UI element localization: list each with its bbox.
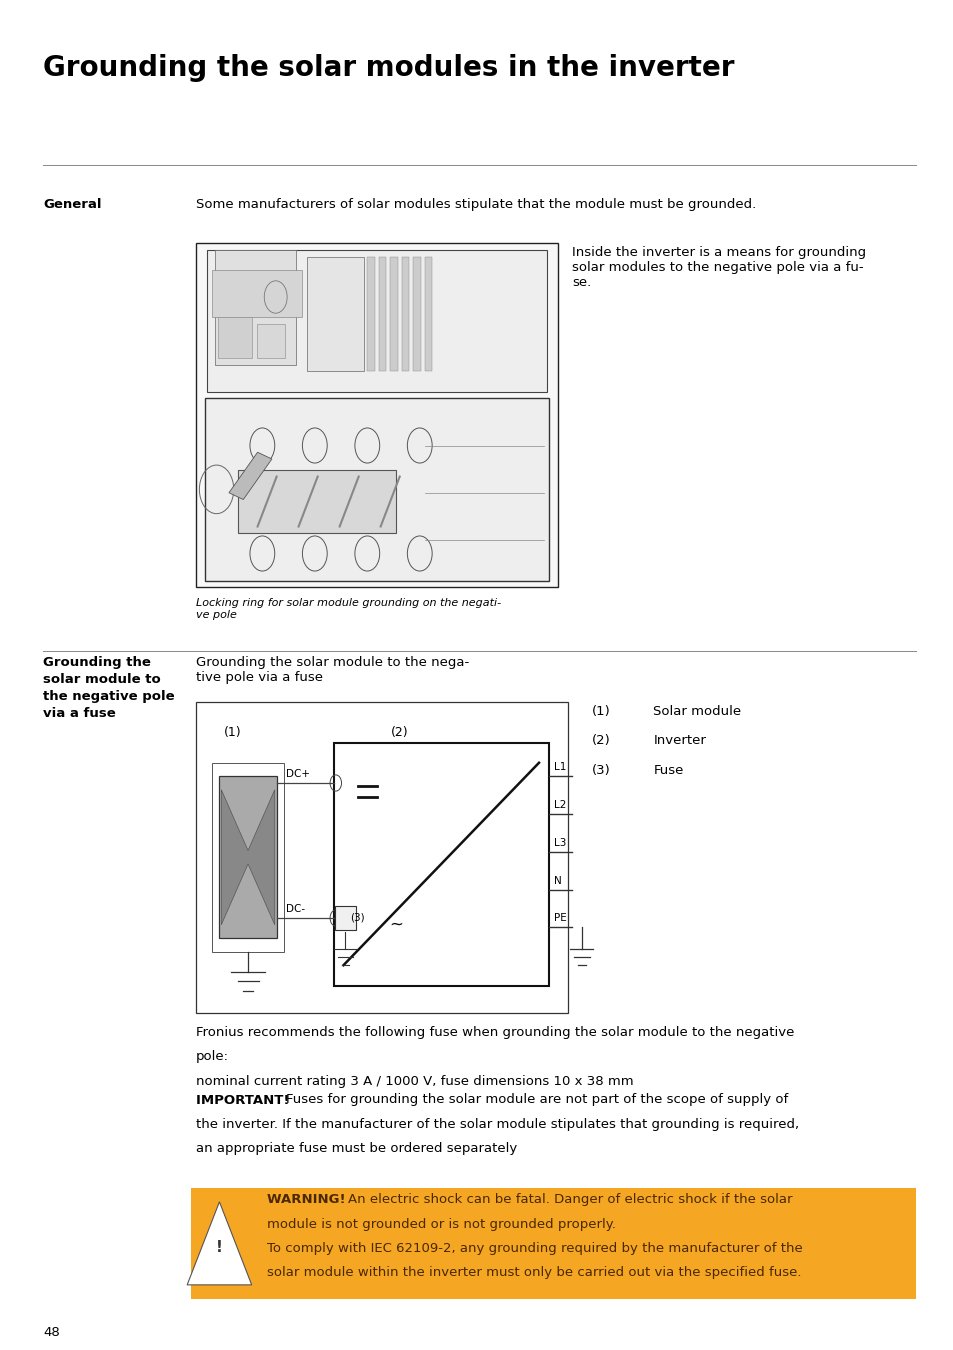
Text: DC-: DC- [286, 904, 305, 914]
Text: Solar module: Solar module [653, 705, 740, 718]
Bar [390, 256, 397, 371]
Text: (2): (2) [591, 734, 610, 748]
Text: IMPORTANT!: IMPORTANT! [195, 1094, 294, 1107]
Text: WARNING!: WARNING! [267, 1193, 350, 1207]
Text: Fuse: Fuse [653, 764, 683, 778]
Text: L3: L3 [554, 838, 566, 848]
Bar [219, 776, 276, 938]
Text: nominal current rating 3 A / 1000 V, fuse dimensions 10 x 38 mm: nominal current rating 3 A / 1000 V, fus… [195, 1075, 633, 1088]
Polygon shape [187, 1202, 252, 1285]
Bar [238, 470, 395, 533]
Text: Fuses for grounding the solar module are not part of the scope of supply of: Fuses for grounding the solar module are… [286, 1094, 787, 1107]
Text: L2: L2 [554, 801, 566, 810]
Text: 48: 48 [43, 1326, 60, 1339]
Text: Inverter: Inverter [653, 734, 705, 748]
Bar [207, 250, 546, 392]
Text: Inside the inverter is a means for grounding
solar modules to the negative pole : Inside the inverter is a means for groun… [572, 246, 865, 289]
Bar [367, 256, 375, 371]
Text: Some manufacturers of solar modules stipulate that the module must be grounded.: Some manufacturers of solar modules stip… [195, 198, 755, 212]
Text: (3): (3) [591, 764, 610, 778]
Bar [212, 763, 284, 952]
Text: pole:: pole: [195, 1050, 229, 1064]
Bar [401, 256, 409, 371]
Bar [212, 270, 302, 317]
Bar [205, 398, 548, 580]
Bar [334, 743, 548, 986]
Bar [378, 256, 386, 371]
Text: Grounding the solar module to the nega-
tive pole via a fuse: Grounding the solar module to the nega- … [195, 656, 468, 684]
Bar [195, 243, 558, 587]
Text: Grounding the
solar module to
the negative pole
via a fuse: Grounding the solar module to the negati… [43, 656, 174, 720]
Text: (1): (1) [591, 705, 610, 718]
Text: N: N [554, 876, 561, 886]
Bar [424, 256, 432, 371]
Text: Grounding the solar modules in the inverter: Grounding the solar modules in the inver… [43, 54, 734, 82]
Text: !: ! [215, 1239, 223, 1256]
Text: An electric shock can be fatal. Danger of electric shock if the solar: An electric shock can be fatal. Danger o… [348, 1193, 792, 1207]
Bar [307, 256, 364, 371]
Text: an appropriate fuse must be ordered separately: an appropriate fuse must be ordered sepa… [195, 1142, 517, 1156]
Text: (1): (1) [224, 726, 241, 740]
Bar [195, 702, 567, 1012]
Text: PE: PE [554, 914, 566, 923]
Bar [256, 324, 285, 358]
Text: (3): (3) [350, 913, 364, 923]
Bar [191, 1188, 915, 1299]
Text: DC+: DC+ [286, 769, 310, 779]
Text: General: General [43, 198, 101, 212]
Text: Fronius recommends the following fuse when grounding the solar module to the neg: Fronius recommends the following fuse wh… [195, 1026, 793, 1040]
Bar [413, 256, 420, 371]
Bar [335, 906, 355, 930]
Text: ~: ~ [389, 915, 402, 934]
Text: L1: L1 [554, 763, 566, 772]
Bar [214, 250, 295, 364]
Text: Locking ring for solar module grounding on the negati-
ve pole: Locking ring for solar module grounding … [195, 598, 500, 620]
Polygon shape [229, 452, 272, 499]
Text: the inverter. If the manufacturer of the solar module stipulates that grounding : the inverter. If the manufacturer of the… [195, 1118, 798, 1131]
Bar [218, 317, 252, 358]
Text: module is not grounded or is not grounded properly.: module is not grounded or is not grounde… [267, 1218, 616, 1231]
Text: (2): (2) [391, 726, 408, 740]
Polygon shape [221, 790, 274, 925]
Text: To comply with IEC 62109-2, any grounding required by the manufacturer of the: To comply with IEC 62109-2, any groundin… [267, 1242, 802, 1256]
Text: solar module within the inverter must only be carried out via the specified fuse: solar module within the inverter must on… [267, 1266, 801, 1280]
